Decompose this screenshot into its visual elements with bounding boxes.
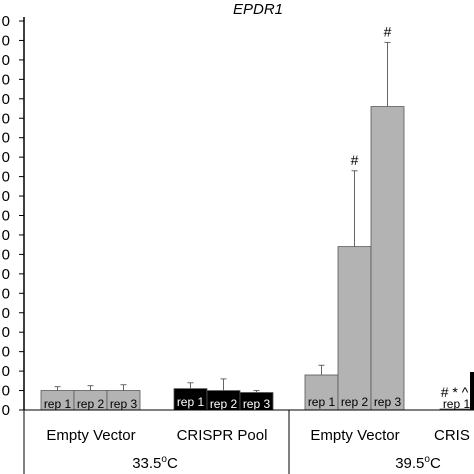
chart-title: EPDR1	[233, 1, 283, 18]
y-tick-label: 0	[2, 149, 10, 166]
y-tick-label: 0	[2, 169, 10, 186]
group-label: CRIS	[434, 427, 470, 444]
y-tick-label: 0	[2, 130, 10, 147]
bar-rep-label: rep 1	[177, 395, 205, 409]
y-tick-label: 0	[2, 246, 10, 263]
bar-rep-label: rep 2	[210, 397, 238, 411]
y-tick-label: 0	[2, 52, 10, 69]
bar	[370, 106, 405, 411]
condition-label: 39.5oC	[395, 454, 441, 472]
group-label: CRISPR Pool	[177, 427, 268, 444]
y-tick-label: 0	[2, 324, 10, 341]
y-tick-label: 0	[2, 305, 10, 322]
significance-mark: # * ^	[441, 384, 469, 400]
y-tick-label: 0	[2, 383, 10, 400]
group-label: Empty Vector	[310, 427, 399, 444]
bar	[304, 374, 339, 411]
category-labels: Empty Vector CRISPR Pool Empty Vector CRIS 3…	[46, 427, 469, 472]
bar-rep-label: rep 3	[243, 397, 271, 411]
y-axis-ticks: 0 0 0 0 0 0 0 0 0 0 0 0 0 0 0 0 0 0 0 0 0	[2, 13, 24, 419]
y-tick-label: 0	[2, 285, 10, 302]
y-tick-label: 0	[2, 208, 10, 225]
bar-rep-label: rep 2	[341, 395, 369, 409]
bar-rep-label: rep 3	[374, 395, 402, 409]
y-tick-label: 0	[2, 402, 10, 419]
significance-mark: #	[351, 152, 359, 168]
condition-label: 33.5oC	[132, 454, 178, 472]
axes	[23, 17, 474, 474]
significance-mark: #	[384, 23, 392, 39]
y-tick-label: 0	[2, 227, 10, 244]
bars: rep 1 rep 2 rep 3 rep 1 rep 2 rep 3 rep 1 rep 2…	[40, 23, 474, 411]
y-tick-label: 0	[2, 266, 10, 283]
bar-rep-label: rep 1	[443, 397, 471, 411]
bar-partial	[470, 372, 474, 410]
group-label: Empty Vector	[46, 427, 135, 444]
bar-rep-label: rep 1	[44, 397, 72, 411]
y-tick-label: 0	[2, 344, 10, 361]
y-tick-label: 0	[2, 110, 10, 127]
y-tick-label: 0	[2, 13, 10, 30]
y-tick-label: 0	[2, 71, 10, 88]
bar-rep-label: rep 1	[308, 395, 336, 409]
y-tick-label: 0	[2, 32, 10, 49]
bar-rep-label: rep 3	[110, 397, 138, 411]
bar	[337, 246, 372, 411]
y-tick-label: 0	[2, 188, 10, 205]
y-tick-label: 0	[2, 91, 10, 108]
y-tick-label: 0	[2, 363, 10, 380]
bar-rep-label: rep 2	[77, 397, 105, 411]
